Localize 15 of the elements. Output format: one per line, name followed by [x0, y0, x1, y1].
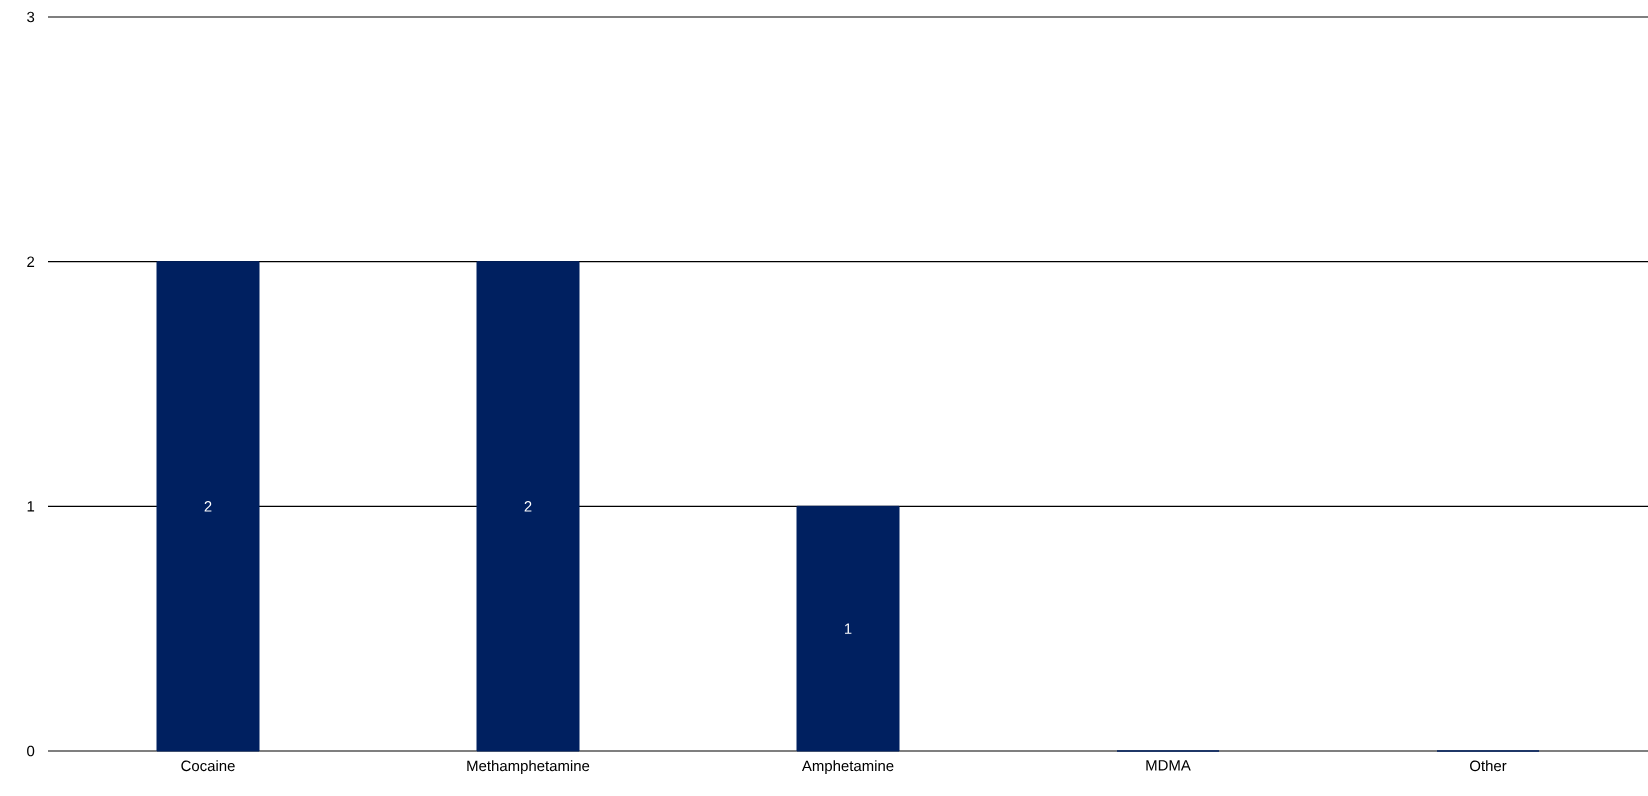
x-tick-label: Methamphetamine: [467, 760, 590, 775]
data-label: 2: [204, 501, 212, 512]
data-label: 1: [844, 623, 852, 634]
y-tick-label: 2: [27, 256, 35, 267]
y-tick-label: 3: [27, 11, 35, 23]
x-tick-label: MDMA: [1146, 760, 1191, 771]
bar: [796, 505, 900, 752]
y-tick-label: 0: [27, 745, 35, 757]
x-tick-label: Amphetamine: [801, 760, 894, 775]
y-tick-label: 1: [27, 501, 35, 512]
data-label: 2: [524, 501, 532, 512]
bar: [156, 261, 260, 752]
bar: [476, 261, 580, 752]
x-tick-label: Other: [1470, 760, 1507, 772]
x-tick-label: Cocaine: [181, 760, 235, 772]
